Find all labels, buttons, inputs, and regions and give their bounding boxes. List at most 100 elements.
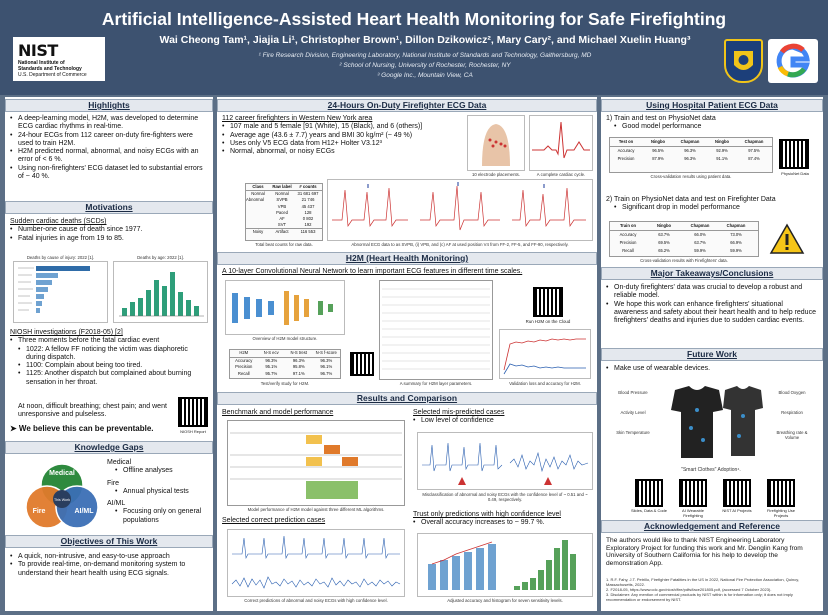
venn-label-fire: Fire	[33, 508, 46, 515]
benchmark-table	[227, 420, 405, 506]
hosp-2-caption: Cross-validation results with Firefighte…	[640, 258, 728, 263]
takeaways-header: Major Takeaways/Conclusions	[601, 267, 823, 280]
list-item: Three moments before the fatal cardiac e…	[10, 337, 208, 346]
qr-ai-wearable[interactable]	[679, 479, 707, 507]
knowledge-gaps-header: Knowledge Gaps	[5, 441, 213, 454]
motivations-header: Motivations	[5, 201, 213, 214]
h2m-layer-table	[379, 280, 493, 380]
results-header: Results and Comparison	[217, 392, 597, 405]
list-item: A quick, non-intrusive, and easy-to-use …	[10, 553, 208, 562]
references: 1. R.F. Fahy, J.T. Petrillo, Firefighter…	[606, 577, 818, 602]
poster-header: Artificial Intelligence-Assisted Heart H…	[0, 0, 828, 95]
takeaways-list: On-duty firefighters' data was crucial t…	[606, 284, 818, 325]
mis-predicted-plots	[417, 432, 593, 490]
authors: Wai Cheong Tam¹, Jiajia Li¹, Christopher…	[159, 34, 691, 46]
correct-prediction-plots	[227, 529, 405, 597]
highlights-list: A deep-learning model, H2M, was develope…	[10, 115, 208, 181]
hospital-data-header: Using Hospital Patient ECG Data	[601, 99, 823, 112]
list-item: 1022: A fellow FF noticing the victim wa…	[10, 346, 208, 363]
qr-firefighting-projects[interactable]	[767, 479, 795, 507]
loss-accuracy-plot	[499, 329, 591, 379]
acknowledgement-text: The authors would like to thank NIST Eng…	[606, 537, 803, 567]
sensitivity-plots	[417, 533, 593, 597]
ecg-caption: Abnormal ECG data to as SVPB, (i) VPB, a…	[351, 242, 569, 247]
mis-block: Selected mis-predicted cases Low level o…	[413, 409, 593, 426]
trust-block: Trust only predictions with high confide…	[413, 511, 593, 528]
cardiac-cycle-image	[529, 115, 593, 171]
acknowledgement-header: Acknowledgement and Reference	[601, 520, 823, 533]
qr-nist-ai[interactable]	[723, 479, 751, 507]
reference-item: 3. Disclaimer: Any mention of commercial…	[606, 592, 793, 602]
bench-caption: Model performance of H2M model against t…	[247, 507, 385, 512]
qr-slides-data-code[interactable]	[635, 479, 663, 507]
niosh-end: At noon, difficult breathing; chest pain…	[18, 403, 167, 419]
future-list: Make use of wearable devices.	[606, 365, 806, 374]
correct-heading: Selected correct prediction cases	[222, 517, 326, 524]
right-column: Using Hospital Patient ECG Data 1) Train…	[601, 97, 823, 611]
list-item: 1100: Complain about being too tired.	[10, 362, 208, 371]
h2m-performance-table: H2M N-S ecv N-S trest N-S f-score Accuracy 9…	[229, 349, 341, 379]
list-item: Number-one cause of death since 1977.	[10, 226, 208, 235]
niosh-qr-code[interactable]	[178, 397, 208, 427]
list-item: Average age (43.6 ± 7.7) years and BMI 3…	[222, 132, 472, 141]
reference-item: 2. F2018-05, https://www.cdc.gov/niosh/f…	[606, 587, 772, 592]
h2m-header: H2M (Heart Health Monitoring)	[217, 252, 597, 265]
shirt-label-2: Activity Level	[620, 410, 646, 415]
shirt-label-1: Blood Pressure	[618, 390, 648, 395]
qr-label: NIOSH Report	[180, 429, 206, 434]
list-item: Uses only V5 ECG data from H12+ Holter V…	[222, 140, 472, 149]
electrode-caption: 10 electrode placements.	[471, 172, 520, 177]
list-item: Using non-firefighters' ECG dataset led …	[10, 165, 208, 182]
h2m-qr-code-small[interactable]	[350, 352, 374, 376]
shirt-label-4: Blood Oxygen	[778, 390, 806, 395]
warning-icon	[769, 223, 805, 254]
list-item: H2M predicted normal, abnormal, and nois…	[10, 148, 208, 165]
electrode-placement-image	[467, 115, 525, 171]
google-logo	[768, 39, 818, 83]
venn-diagram: Medical Fire AI/ML This Work	[25, 463, 99, 529]
list-item: 24-hour ECGs from 112 career on-duty fir…	[10, 132, 208, 149]
h2m-heading: A 10-layer Convolutional Neural Network …	[222, 268, 523, 275]
mis-caption: Misclassification of abnormal and noisy …	[422, 492, 588, 502]
layers-caption: A summary for H2M layer parameters.	[399, 381, 473, 386]
chart1-title: Deaths by cause of injury: 2022 [1].	[26, 255, 95, 260]
nist-logo: NIST National Institute of Standards and…	[13, 37, 105, 81]
physionet-qr-code[interactable]	[779, 139, 809, 169]
h2m-cloud-qr-code[interactable]	[533, 287, 563, 317]
loss-caption: Validation loss and accuracy for H2M.	[509, 381, 581, 386]
deaths-by-age-chart	[113, 261, 208, 323]
scd-heading: Sudden cardiac deaths (SCDs)	[10, 218, 107, 225]
trust-caption: Adjusted accuracy and histogram for seve…	[447, 598, 563, 603]
middle-column: 24-Hours On-Duty Firefighter ECG Data 11…	[217, 97, 597, 611]
left-column: Highlights A deep-learning model, H2M, w…	[5, 97, 213, 611]
h2m-architecture-diagram	[225, 280, 345, 335]
venn-label-ai: AI/ML	[74, 508, 94, 515]
gaps-list: Medical Offline analyses Fire Annual phy…	[107, 459, 211, 525]
smart-clothes-caption: "Smart Clothes" Adoption⁴.	[681, 467, 741, 473]
table-caption: Total beat counts for raw data.	[255, 242, 313, 247]
list-item: To provide real-time, on-demand monitori…	[10, 561, 208, 578]
venn-label-center: This Work	[54, 498, 70, 502]
list-item: 1125: Another dispatch but complained ab…	[10, 370, 208, 387]
reference-item: 1. R.F. Fahy, J.T. Petrillo, Firefighter…	[606, 577, 800, 587]
arch-caption: Overview of H2M model structure.	[252, 336, 318, 341]
venn-label-medical: Medical	[49, 470, 75, 477]
highlights-header: Highlights	[5, 99, 213, 112]
list-item: Make use of wearable devices.	[606, 365, 806, 374]
university-rochester-seal	[724, 39, 763, 83]
hospital-block-2: 2) Train on PhysioNet data and test on F…	[606, 196, 820, 213]
shirt-label-3: Skin Temperature	[616, 430, 650, 435]
niosh-heading: NIOSH investigations (F2018-05) [2]	[10, 329, 123, 336]
list-item: A deep-learning model, H2M, was develope…	[10, 115, 208, 132]
believe-statement: ➤ We believe this can be preventable.	[10, 424, 154, 433]
poster-title: Artificial Intelligence-Assisted Heart H…	[101, 9, 727, 29]
affiliation-2: ² School of Nursing, University of Roche…	[339, 62, 511, 69]
niosh-block: NIOSH investigations (F2018-05) [2] Thre…	[10, 329, 208, 387]
deaths-by-cause-chart	[13, 261, 108, 323]
list-item: On-duty firefighters' data was crucial t…	[606, 284, 818, 301]
physionet-table: Test on Ningbo Chapman Ningbo Chapman Accura…	[609, 137, 773, 173]
firefighter-test-table: Train on Ningbo Chapman Chapman Accuracy 63.…	[609, 221, 759, 257]
shirt-label-6: Breathing rate & Volume	[776, 430, 808, 440]
bench-heading: Benchmark and model performance	[222, 409, 334, 416]
hosp-1-caption: Cross-validation results using patient d…	[650, 174, 732, 179]
